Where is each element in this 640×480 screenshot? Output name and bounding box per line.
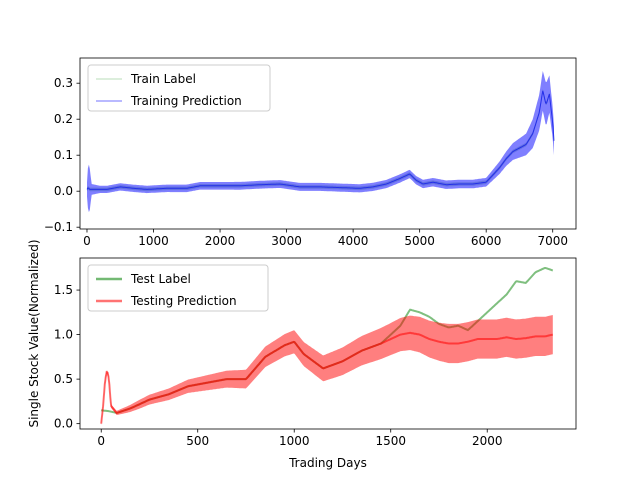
series-line-1-2: [86, 90, 555, 190]
x-tick-label-2-1500: 1500: [375, 434, 406, 448]
y-tick-label-2-1: 0.5: [54, 372, 73, 386]
series-band-2-2: [101, 315, 553, 426]
legend-label-2-2: Testing Prediction: [130, 294, 237, 308]
legend-box-2: [87, 264, 269, 312]
legend-label-1-1: Train Label: [130, 72, 196, 86]
y-tick-label-2-2: 1.0: [54, 328, 73, 342]
legend-box-1: [87, 64, 271, 112]
y-tick-label-2-3: 1.5: [54, 283, 73, 297]
x-tick-label-2-2000: 2000: [472, 434, 503, 448]
y-tick-label-1-3: 0.2: [54, 112, 73, 126]
y-tick-label-1-0: −0.1: [44, 220, 73, 234]
x-tick-label-1-7000: 7000: [537, 234, 568, 248]
series-line-2-2: [100, 331, 554, 424]
y-tick-label-1-1: 0.0: [54, 184, 73, 198]
y-tick-label-2-0: 0.0: [54, 417, 73, 431]
x-tick-label-2-0: 0: [97, 434, 105, 448]
y-tick-label-1-4: 0.3: [54, 76, 73, 90]
x-axis-label-2: Trading Days: [288, 456, 367, 470]
series-2-2: [100, 315, 554, 426]
x-tick-label-1-3000: 3000: [271, 234, 302, 248]
x-tick-label-1-6000: 6000: [471, 234, 502, 248]
legend-label-2-1: Test Label: [130, 272, 191, 286]
subplot-2: 0 500 1000 1500 2000 0.0 0.5 1.0 1.5 Test Label Te…: [27, 239, 577, 470]
subplot-1: 0 1000 2000 3000 4000 5000 6000 7000 −0.1 0.0 0.1 0…: [44, 57, 577, 248]
series-1-2: [86, 71, 555, 213]
x-tick-label-1-4000: 4000: [338, 234, 369, 248]
x-tick-label-1-1000: 1000: [138, 234, 169, 248]
legend-label-1-2: Training Prediction: [130, 94, 242, 108]
axes-frame-1: [79, 57, 577, 230]
y-tick-label-1-2: 0.1: [54, 148, 73, 162]
x-tick-label-1-0: 0: [83, 234, 91, 248]
series-band-1-2: [87, 71, 554, 213]
x-tick-label-1-2000: 2000: [205, 234, 236, 248]
x-tick-label-2-1000: 1000: [279, 434, 310, 448]
x-tick-label-2-500: 500: [186, 434, 209, 448]
y-axis-label-2: Single Stock Value(Normalized): [27, 239, 41, 427]
axes-frame-2: [79, 257, 577, 430]
x-tick-label-1-5000: 5000: [404, 234, 435, 248]
